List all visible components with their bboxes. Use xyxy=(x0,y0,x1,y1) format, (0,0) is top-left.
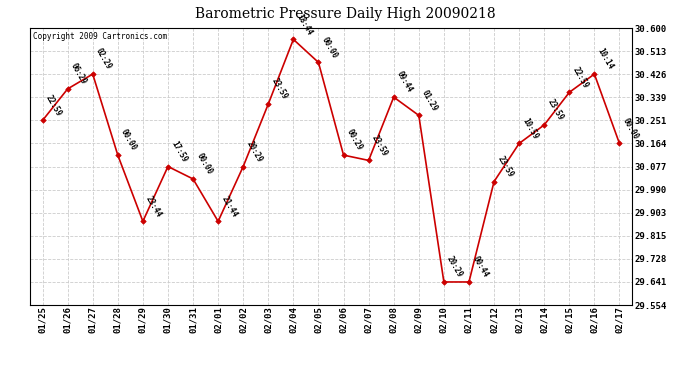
Text: 10:59: 10:59 xyxy=(520,116,540,141)
Text: 23:59: 23:59 xyxy=(546,98,565,122)
Text: 23:44: 23:44 xyxy=(144,194,164,219)
Text: 17:59: 17:59 xyxy=(169,139,188,164)
Text: 20:29: 20:29 xyxy=(244,139,264,164)
Text: 21:44: 21:44 xyxy=(219,194,239,219)
Text: 23:59: 23:59 xyxy=(270,77,289,101)
Text: 06:29: 06:29 xyxy=(69,62,88,86)
Text: 01:29: 01:29 xyxy=(420,88,440,112)
Text: 00:00: 00:00 xyxy=(195,152,214,176)
Text: 23:59: 23:59 xyxy=(495,154,515,179)
Text: 00:00: 00:00 xyxy=(621,116,640,141)
Text: 18:44: 18:44 xyxy=(295,12,314,37)
Text: 02:29: 02:29 xyxy=(94,47,113,71)
Text: 00:29: 00:29 xyxy=(345,128,364,152)
Text: 00:44: 00:44 xyxy=(471,255,490,279)
Text: 09:44: 09:44 xyxy=(395,70,415,94)
Text: 10:14: 10:14 xyxy=(595,47,615,71)
Text: Copyright 2009 Cartronics.com: Copyright 2009 Cartronics.com xyxy=(33,32,167,41)
Text: 22:59: 22:59 xyxy=(571,65,590,90)
Text: 22:59: 22:59 xyxy=(44,93,63,118)
Text: 00:00: 00:00 xyxy=(119,128,139,152)
Text: 23:59: 23:59 xyxy=(370,133,389,158)
Text: Barometric Pressure Daily High 20090218: Barometric Pressure Daily High 20090218 xyxy=(195,7,495,21)
Text: 00:00: 00:00 xyxy=(320,35,339,60)
Text: 20:29: 20:29 xyxy=(445,255,464,279)
